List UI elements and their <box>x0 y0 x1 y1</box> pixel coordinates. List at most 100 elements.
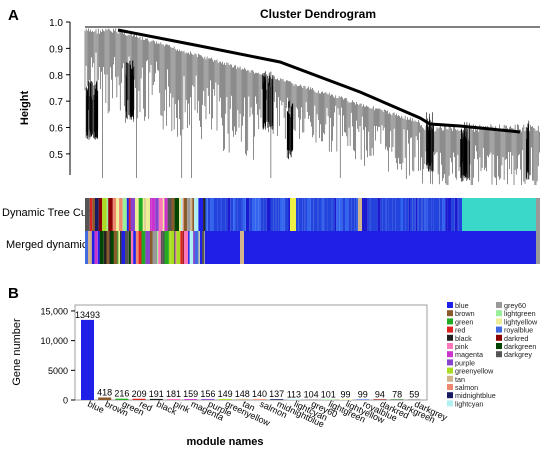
band-segment <box>240 231 244 264</box>
bar-tan <box>235 399 249 400</box>
bar-green <box>115 398 129 400</box>
band-segment <box>192 198 195 231</box>
bar-lightyellow <box>339 399 352 400</box>
band-segment <box>403 198 406 231</box>
bar-grey60 <box>304 399 318 400</box>
legend-label: darkgrey <box>504 350 532 359</box>
legend-swatch <box>496 326 502 333</box>
band-segment <box>306 198 311 231</box>
dendrogram-tick-label: 0.6 <box>49 124 63 135</box>
band-segment <box>182 198 184 231</box>
band-segment <box>181 198 183 231</box>
band-segment <box>418 198 422 231</box>
legend-swatch <box>447 375 453 382</box>
band-segment <box>179 198 181 231</box>
band-segment <box>119 198 123 231</box>
band-segment <box>103 231 107 264</box>
band-segment <box>118 231 121 264</box>
band-segment <box>317 198 319 231</box>
band-segment <box>164 198 168 231</box>
band-segment <box>282 198 285 231</box>
bar-value-label: 13493 <box>75 310 100 320</box>
band-segment <box>152 231 158 264</box>
bar-value-label: 149 <box>218 389 233 399</box>
band-segment <box>235 198 238 231</box>
bar-darkred <box>373 399 387 400</box>
band-segment <box>385 198 387 231</box>
band-segment <box>92 198 95 231</box>
band-segment <box>128 198 131 231</box>
band-segment <box>151 198 156 231</box>
band-segment <box>284 198 289 231</box>
band-segment <box>175 231 177 264</box>
band-segment <box>263 198 267 231</box>
band-segment <box>182 231 184 264</box>
band-segment <box>298 198 303 231</box>
band-segment <box>290 198 296 231</box>
band-segment <box>246 198 250 231</box>
band-segment <box>160 231 163 264</box>
panel-a-letter: A <box>8 7 19 24</box>
bar-y-tick-label: 5000 <box>48 366 68 376</box>
bar-value-label: 418 <box>97 388 112 398</box>
bar-value-label: 140 <box>252 389 267 399</box>
band-segment <box>266 198 271 231</box>
band-segment <box>462 198 540 231</box>
legend-swatch <box>447 302 453 308</box>
bar-brown <box>98 397 112 400</box>
bar-ylabel: Gene number <box>11 318 23 386</box>
band-segment <box>171 198 175 231</box>
band-segment <box>141 231 146 264</box>
band-segment <box>442 198 446 231</box>
bar-value-label: 101 <box>321 389 336 399</box>
band-segment <box>345 198 349 231</box>
bar-value-label: 99 <box>358 389 368 399</box>
legend-swatch <box>447 334 453 341</box>
bar-value-label: 113 <box>287 389 301 399</box>
band-segment <box>409 198 413 231</box>
band-segment <box>405 198 409 231</box>
band-segment <box>433 198 437 231</box>
band-segment <box>135 231 139 264</box>
band-segment <box>358 198 362 231</box>
band-segment <box>110 231 114 264</box>
band-segment <box>249 198 253 231</box>
dendrogram-tick-label: 0.9 <box>49 44 63 55</box>
band-segment <box>275 198 277 231</box>
legend-swatch <box>496 334 502 341</box>
band-segment <box>150 231 153 264</box>
bar-magenta <box>184 399 198 400</box>
legend-label: green <box>455 317 473 326</box>
bar-value-label: 148 <box>235 389 250 399</box>
band-segment <box>258 198 261 231</box>
band-segment <box>188 231 190 264</box>
band-segment <box>415 198 418 231</box>
band-segment <box>424 198 427 231</box>
band-segment <box>85 231 88 264</box>
band-segment <box>130 198 135 231</box>
band-segment <box>408 198 410 231</box>
legend-label: royalblue <box>504 326 533 335</box>
dendrogram-title: Cluster Dendrogram <box>260 7 376 21</box>
legend-swatch <box>447 384 453 390</box>
band-segment <box>158 231 161 264</box>
band-segment <box>388 198 391 231</box>
band-segment <box>295 198 299 231</box>
band-segment <box>207 198 211 231</box>
band-segment <box>109 231 111 264</box>
band-segment <box>364 198 368 231</box>
band-segment <box>342 198 346 231</box>
band-segment <box>336 198 340 231</box>
band-segment <box>168 231 171 264</box>
band-segment <box>536 198 540 231</box>
legend-label: darkgreen <box>504 342 536 351</box>
band-segment <box>241 198 243 231</box>
band-segment <box>85 198 90 231</box>
band-segment <box>323 198 325 231</box>
bar-black <box>149 398 163 400</box>
band-segment <box>305 198 307 231</box>
dendrogram-tick-label: 0.8 <box>49 71 63 82</box>
legend-swatch <box>447 359 453 366</box>
band-segment <box>412 198 415 231</box>
